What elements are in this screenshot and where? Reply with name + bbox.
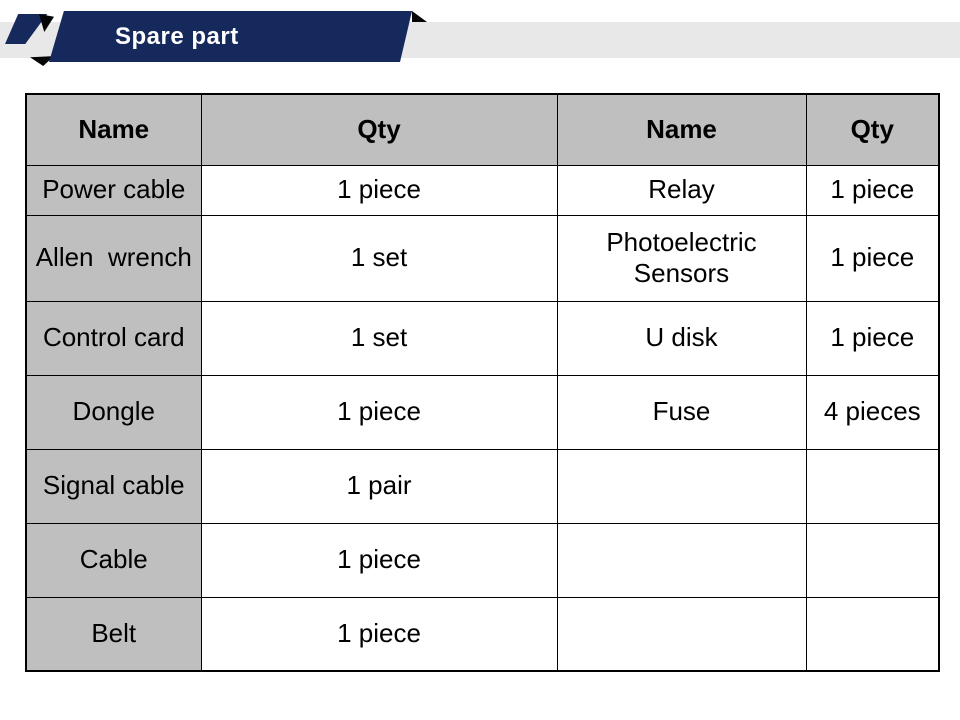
part-name-cell: Dongle (25, 374, 202, 450)
part-name-cell: Belt (25, 596, 202, 672)
part-name-cell: U disk (556, 300, 807, 376)
header-qty-1: Qty (200, 93, 558, 166)
part-qty-cell (805, 596, 940, 672)
header-row: Name Qty Name Qty (25, 93, 940, 166)
table-header: Name Qty Name Qty (25, 93, 940, 166)
spare-parts-table: Name Qty Name Qty Power cable 1 piece Re… (25, 93, 940, 672)
part-name-cell: Allen wrench (25, 214, 202, 302)
part-qty-cell (805, 448, 940, 524)
banner-ribbon (49, 11, 412, 62)
part-qty-cell: 1 piece (200, 596, 558, 672)
part-qty-cell: 1 piece (200, 164, 558, 216)
table-row: Dongle 1 piece Fuse 4 pieces (25, 374, 940, 450)
part-qty-cell: 1 set (200, 300, 558, 376)
page-title: Spare part (115, 23, 239, 50)
table-body: Power cable 1 piece Relay 1 piece Allen … (25, 164, 940, 672)
table-row: Signal cable 1 pair (25, 448, 940, 524)
part-name-cell: Cable (25, 522, 202, 598)
banner-top-right-fold-triangle (412, 11, 427, 22)
part-name-cell: Photoelectric Sensors (556, 214, 807, 302)
part-qty-cell: 1 piece (805, 214, 940, 302)
part-name-cell: Fuse (556, 374, 807, 450)
part-name-cell: Power cable (25, 164, 202, 216)
part-qty-cell: 1 piece (805, 300, 940, 376)
part-qty-cell: 1 set (200, 214, 558, 302)
part-name-cell: Signal cable (25, 448, 202, 524)
header-name-1: Name (25, 93, 202, 166)
part-qty-cell: 1 piece (805, 164, 940, 216)
part-name-cell (556, 522, 807, 598)
part-qty-cell: 1 pair (200, 448, 558, 524)
part-qty-cell: 1 piece (200, 374, 558, 450)
banner-bottom-fold-triangle (30, 56, 54, 66)
table-row: Control card 1 set U disk 1 piece (25, 300, 940, 376)
part-name-cell: Control card (25, 300, 202, 376)
table-row: Allen wrench 1 set Photoelectric Sensors… (25, 214, 940, 302)
part-qty-cell: 4 pieces (805, 374, 940, 450)
part-qty-cell: 1 piece (200, 522, 558, 598)
part-qty-cell (805, 522, 940, 598)
table-row: Power cable 1 piece Relay 1 piece (25, 164, 940, 216)
part-name-cell (556, 596, 807, 672)
table-row: Belt 1 piece (25, 596, 940, 672)
part-name-cell (556, 448, 807, 524)
part-name-cell: Relay (556, 164, 807, 216)
table-row: Cable 1 piece (25, 522, 940, 598)
header-name-2: Name (556, 93, 807, 166)
header-qty-2: Qty (805, 93, 940, 166)
